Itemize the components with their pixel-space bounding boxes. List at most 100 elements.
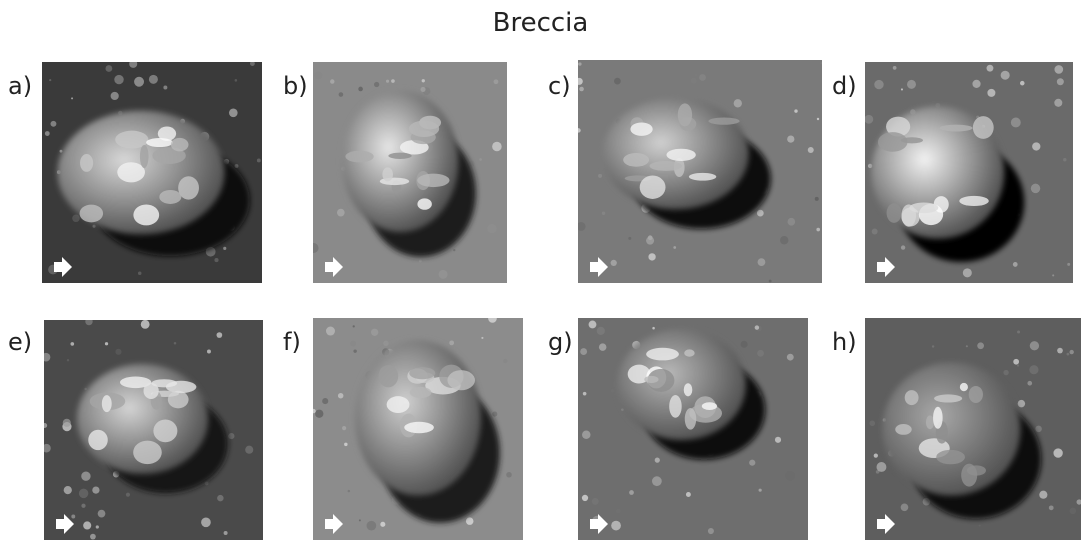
pebble	[787, 354, 794, 361]
pebble	[775, 437, 781, 443]
panel-label: c)	[548, 72, 571, 100]
pebble	[358, 87, 363, 92]
pebble	[207, 350, 211, 354]
pebble	[81, 472, 90, 481]
pebble	[708, 528, 714, 534]
pebble	[1052, 274, 1054, 276]
pebble	[757, 210, 764, 217]
pebble	[592, 498, 599, 505]
pebble	[223, 247, 226, 250]
pebble	[1011, 118, 1021, 128]
pebble	[79, 489, 88, 498]
pebble	[787, 135, 794, 142]
pebble	[1063, 158, 1066, 161]
clast	[387, 396, 410, 413]
clast	[159, 190, 181, 204]
pebble	[1053, 448, 1062, 457]
pebble	[699, 74, 706, 81]
pebble	[492, 411, 497, 416]
pebble	[92, 486, 99, 493]
boulder	[617, 329, 746, 440]
boulder-image	[578, 60, 822, 283]
pebble	[691, 78, 697, 84]
pebble	[96, 525, 99, 528]
pebble	[625, 425, 628, 428]
pebble	[780, 236, 788, 244]
clast	[961, 464, 977, 487]
pebble	[326, 327, 335, 336]
panel-label: f)	[283, 328, 301, 356]
pebble	[1029, 365, 1038, 374]
pebble	[71, 97, 73, 99]
pebble	[90, 534, 96, 540]
clast	[878, 132, 908, 152]
pebble	[235, 79, 238, 82]
pebble	[353, 325, 355, 327]
pebble	[806, 110, 814, 118]
pebble	[257, 159, 261, 163]
pebble	[621, 408, 624, 411]
boulder-image	[313, 318, 523, 540]
pebble	[629, 490, 634, 495]
pebble	[138, 271, 142, 275]
pebble	[1070, 350, 1074, 354]
pebble	[1027, 381, 1032, 386]
clast	[447, 370, 474, 390]
pebble	[602, 212, 605, 215]
pebble	[439, 270, 448, 279]
pebble	[579, 87, 584, 92]
clast	[646, 348, 679, 361]
clast	[88, 430, 108, 450]
clast	[382, 167, 393, 181]
figure-title: Breccia	[0, 8, 1081, 38]
pebble	[386, 80, 389, 83]
pebble	[383, 341, 389, 347]
clast	[409, 367, 435, 379]
pebble	[1017, 331, 1020, 334]
clast	[678, 103, 692, 126]
pebble	[114, 75, 123, 84]
pebble	[466, 517, 474, 525]
pebble	[1057, 348, 1063, 354]
pebble	[905, 501, 907, 503]
pebble	[694, 73, 697, 76]
pebble	[245, 446, 253, 454]
pebble	[503, 359, 507, 363]
clast	[708, 117, 739, 124]
pebble	[759, 489, 762, 492]
pebble	[342, 426, 346, 430]
pebble	[487, 224, 496, 233]
clast	[417, 198, 431, 209]
pebble	[50, 121, 56, 127]
boulder-image	[865, 62, 1073, 283]
clast	[960, 383, 968, 391]
pebble	[479, 158, 482, 161]
clast	[933, 407, 943, 429]
pebble	[616, 509, 621, 514]
pebble	[374, 82, 379, 87]
pebble	[217, 495, 223, 501]
clast	[909, 202, 938, 213]
pebble	[344, 443, 347, 446]
clast	[102, 395, 112, 412]
pebble	[755, 325, 759, 329]
pebble	[84, 388, 86, 390]
pebble	[115, 349, 121, 355]
pebble	[235, 164, 239, 168]
pebble	[794, 109, 797, 112]
clast	[685, 408, 696, 430]
panel-label: a)	[8, 72, 32, 100]
pebble	[1049, 505, 1054, 510]
clast	[133, 204, 159, 225]
pebble	[105, 65, 112, 72]
pebble	[932, 345, 934, 347]
pebble	[648, 253, 655, 260]
clast	[934, 394, 962, 402]
pebble	[494, 79, 499, 84]
boulder-image	[42, 62, 262, 283]
pebble	[599, 343, 607, 351]
pebble	[872, 228, 878, 234]
clast	[153, 420, 177, 443]
pebble	[348, 490, 350, 492]
pebble	[758, 258, 766, 266]
